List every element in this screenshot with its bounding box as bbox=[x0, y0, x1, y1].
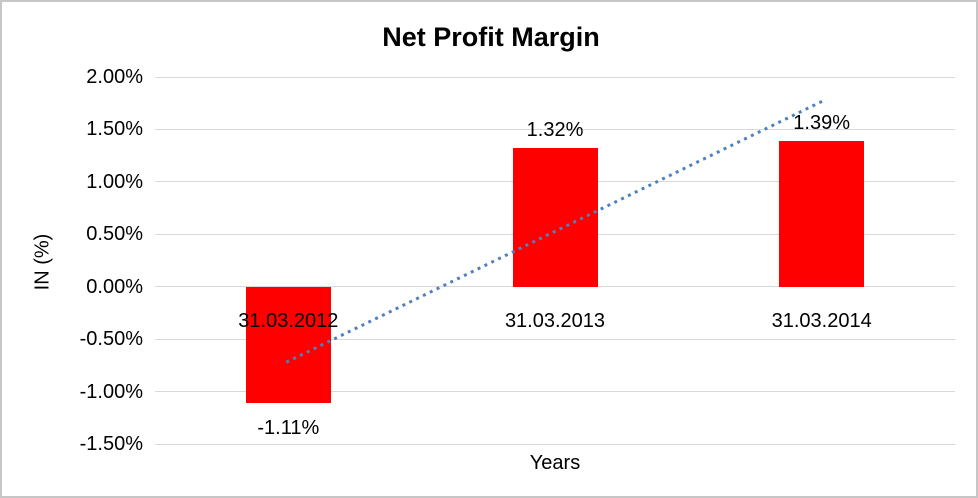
gridline bbox=[155, 443, 955, 445]
y-tick-label: 1.50% bbox=[86, 118, 143, 141]
bar bbox=[245, 286, 331, 404]
category-label: 31.03.2012 bbox=[238, 309, 339, 332]
y-tick-label: 0.00% bbox=[86, 275, 143, 298]
plot-area: 31.03.2012 -1.11% 31.03.2013 1.32% 31.03.201… bbox=[155, 76, 955, 445]
gridline bbox=[155, 391, 955, 393]
bar bbox=[512, 148, 598, 287]
y-tick-label: 0.50% bbox=[86, 223, 143, 246]
trendline bbox=[285, 98, 826, 364]
value-label: 1.39% bbox=[793, 111, 851, 134]
y-tick-label: -1.50% bbox=[79, 433, 143, 455]
bar bbox=[779, 140, 865, 287]
value-label: 1.32% bbox=[526, 119, 584, 142]
y-tick-label: -0.50% bbox=[79, 328, 143, 351]
chart-title: Net Profit Margin bbox=[382, 22, 600, 52]
y-tick-label: -1.00% bbox=[79, 380, 143, 403]
gridline bbox=[155, 338, 955, 340]
category-label: 31.03.2013 bbox=[504, 309, 606, 332]
gridline bbox=[155, 128, 955, 130]
gridline bbox=[155, 286, 955, 288]
gridline bbox=[155, 76, 955, 78]
value-label: -1.11% bbox=[257, 417, 320, 440]
category-label: 31.03.2014 bbox=[771, 309, 872, 332]
y-tick-label: 1.00% bbox=[86, 170, 143, 193]
x-axis-title: Years bbox=[529, 452, 581, 474]
y-tick-label: 2.00% bbox=[86, 66, 143, 88]
